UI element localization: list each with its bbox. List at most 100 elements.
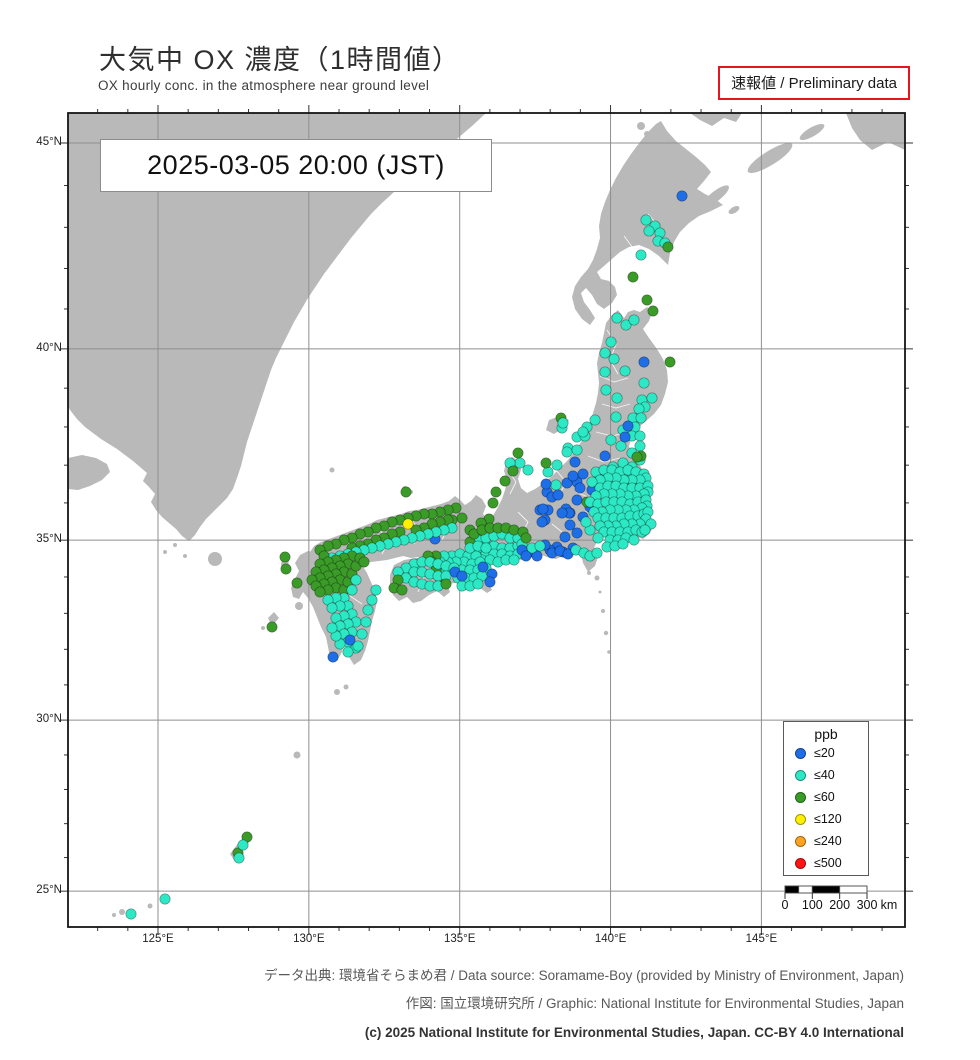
station-dot xyxy=(400,486,412,498)
station-dot xyxy=(490,486,502,498)
map-frame xyxy=(67,112,906,928)
legend-item-4: ≤240 xyxy=(784,830,868,852)
station-dot xyxy=(571,444,583,456)
island-23 xyxy=(295,602,303,610)
page-title: 大気中 OX 濃度（1時間値） xyxy=(99,45,461,75)
station-dot xyxy=(638,377,650,389)
station-dot xyxy=(233,852,245,864)
station-dot xyxy=(326,602,338,614)
station-dot xyxy=(551,459,563,471)
island-10 xyxy=(119,909,125,915)
station-dot xyxy=(639,524,651,536)
landmass-0 xyxy=(68,113,486,541)
graphic-credit: 作図: 国立環境研究所 / Graphic: National Institut… xyxy=(405,996,904,1011)
station-dot xyxy=(564,519,576,531)
legend-dot-icon xyxy=(795,769,806,781)
station-dot xyxy=(456,570,468,582)
footer-credits: データ出典: 環境省そらまめ君 / Data source: Soramame-… xyxy=(44,962,904,1048)
lat-label-35: 35°N xyxy=(36,533,62,546)
station-dot xyxy=(635,249,647,261)
station-dot xyxy=(350,574,362,586)
legend-dot-icon xyxy=(795,791,806,803)
prefecture-border-12 xyxy=(551,523,563,533)
station-dot xyxy=(599,366,611,378)
station-dot xyxy=(615,440,627,452)
station-dot xyxy=(344,634,356,646)
scalebar-unit: km xyxy=(880,898,898,912)
station-dot xyxy=(280,563,292,575)
station-dot xyxy=(540,478,552,490)
station-dot xyxy=(326,622,338,634)
station-dot xyxy=(159,893,171,905)
island-11 xyxy=(112,913,116,917)
station-dot xyxy=(622,420,634,432)
legend-item-label: ≤40 xyxy=(814,768,835,782)
station-dot xyxy=(643,225,655,237)
station-dot xyxy=(362,604,374,616)
station-dot xyxy=(628,534,640,546)
station-dot xyxy=(646,392,658,404)
station-dot xyxy=(569,456,581,468)
station-dot xyxy=(360,616,372,628)
station-dot xyxy=(599,347,611,359)
preliminary-data-badge: 速報値 / Preliminary data xyxy=(718,66,910,100)
station-dot xyxy=(664,356,676,368)
island-16 xyxy=(607,650,611,654)
island-13 xyxy=(594,575,600,581)
scalebar-segment-1 xyxy=(798,885,813,894)
station-dot xyxy=(557,417,569,429)
station-dot xyxy=(619,365,631,377)
station-dot xyxy=(508,554,520,566)
station-dot xyxy=(627,271,639,283)
scalebar-label-300: 300 xyxy=(856,898,878,912)
landmass-1 xyxy=(68,455,110,490)
island-21 xyxy=(163,550,167,554)
legend-item-0: ≤20 xyxy=(784,742,868,764)
legend-item-label: ≤120 xyxy=(814,812,842,826)
station-dot xyxy=(342,646,354,658)
station-dot xyxy=(631,451,643,463)
station-dot xyxy=(592,532,604,544)
station-dot xyxy=(507,465,519,477)
timestamp-box: 2025-03-05 20:00 (JST) xyxy=(100,139,492,192)
island-8 xyxy=(293,751,301,759)
station-dot xyxy=(617,538,629,550)
station-dot xyxy=(574,482,586,494)
island-9 xyxy=(147,903,153,909)
island-18 xyxy=(329,467,335,473)
station-dot xyxy=(456,512,468,524)
island-12 xyxy=(587,571,591,575)
lat-label-40: 40°N xyxy=(36,341,62,354)
station-dot xyxy=(550,479,562,491)
legend-box: ppb ≤20 ≤40 ≤60 ≤120 ≤240 ≤500 xyxy=(783,721,869,876)
station-dot xyxy=(396,584,408,596)
station-dot xyxy=(577,468,589,480)
station-dot xyxy=(402,518,414,530)
scalebar-segment-2 xyxy=(811,885,841,894)
station-dot xyxy=(571,494,583,506)
legend-dot-icon xyxy=(795,835,806,847)
station-dot xyxy=(508,524,520,536)
station-dot xyxy=(561,446,573,458)
lon-label-130: 130°E xyxy=(293,933,325,945)
station-dot xyxy=(358,556,370,568)
legend-item-1: ≤40 xyxy=(784,764,868,786)
lat-label-25: 25°N xyxy=(36,884,62,897)
station-dot xyxy=(356,628,368,640)
station-dot xyxy=(556,507,568,519)
station-dot xyxy=(561,477,573,489)
station-dot xyxy=(628,314,640,326)
prefecture-border-2 xyxy=(601,403,631,409)
copyright-line: (c) 2025 National Institute for Environm… xyxy=(364,1025,904,1040)
station-dot xyxy=(567,470,579,482)
lat-label-45: 45°N xyxy=(36,135,62,148)
scalebar-segment-0 xyxy=(784,885,800,894)
station-dot xyxy=(531,550,543,562)
station-dot xyxy=(640,214,652,226)
station-dot xyxy=(605,434,617,446)
station-dot xyxy=(586,476,598,488)
legend-dot-icon xyxy=(795,747,806,759)
station-dot xyxy=(370,584,382,596)
station-dot xyxy=(314,586,326,598)
island-7 xyxy=(343,684,349,690)
